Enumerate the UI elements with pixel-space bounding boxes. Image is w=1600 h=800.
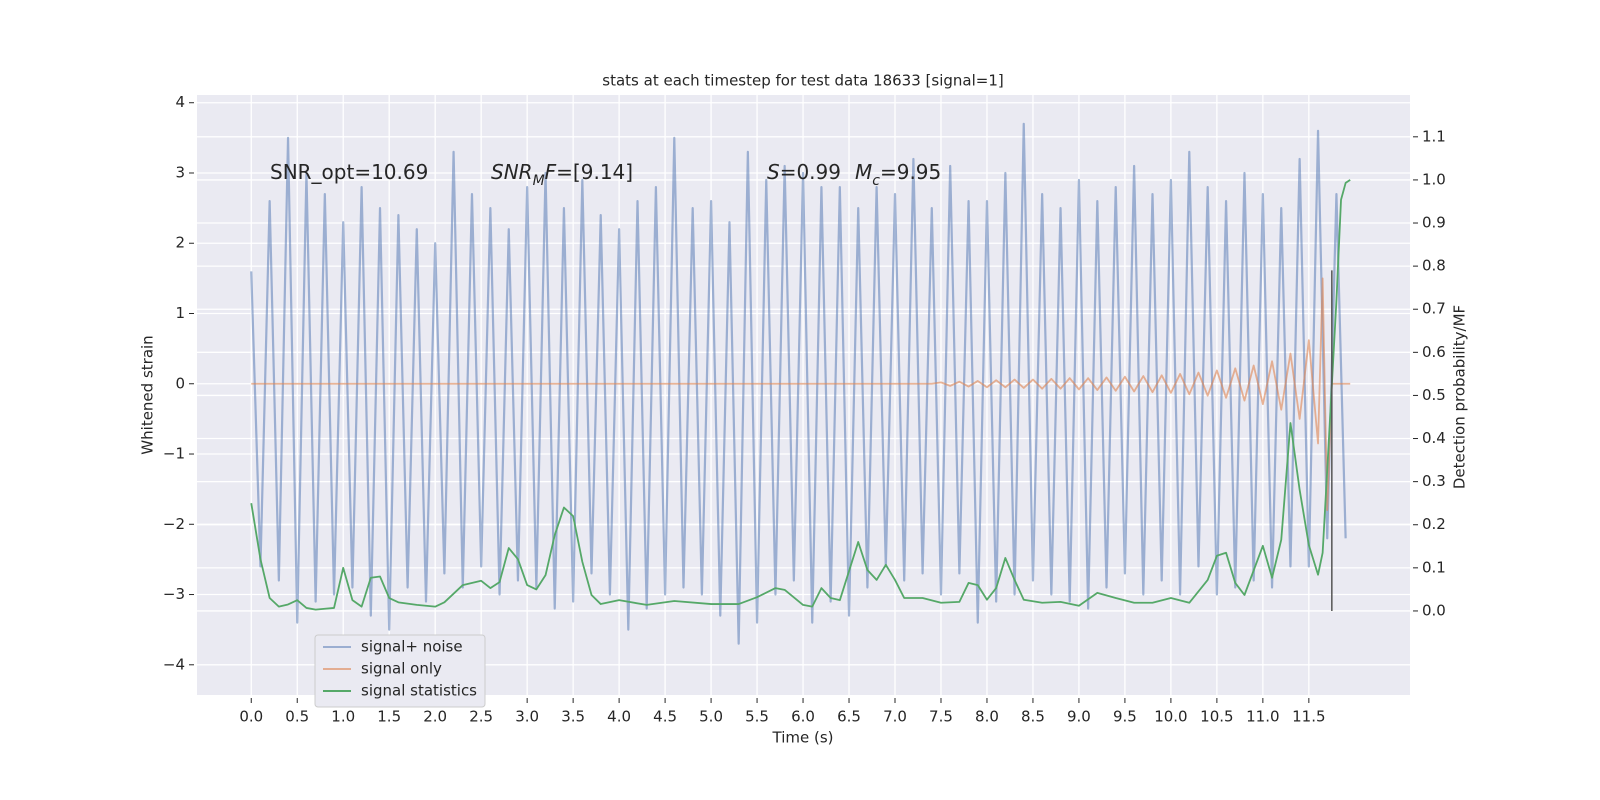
y2-tick-label: 0.3 [1422,472,1446,490]
x-tick-label: 8.0 [975,708,999,726]
x-tick-label: 4.5 [653,708,677,726]
y-axis-label: Whitened strain [139,335,157,454]
y-tick-label: 3 [175,163,185,181]
annotation: SNR_opt=10.69 [270,160,428,184]
x-tick-label: 3.5 [561,708,585,726]
x-tick-label: 9.5 [1113,708,1137,726]
y2-tick-label: 0.1 [1422,558,1446,576]
annotation: S=0.99 Mc=9.95 [767,160,941,190]
series-layer [250,122,1351,645]
y2-tick-label: 0.2 [1422,515,1446,533]
x-tick-label: 7.0 [883,708,907,726]
annotation-part: =0.99 [780,160,841,184]
y-tick-label: 4 [175,93,185,111]
x-tick-label: 2.5 [469,708,493,726]
x-tick-label: 11.5 [1292,708,1325,726]
legend-box [314,634,486,708]
annotation-part: c [872,173,880,189]
annotation-part: S [767,160,780,184]
y-tick-label: 2 [175,234,185,252]
y-tick-label: 1 [175,304,185,322]
x-tick-label: 10.5 [1200,708,1233,726]
y-tick-label: −3 [163,585,185,603]
x-axis-label: Time (s) [772,729,834,747]
x-tick-label: 5.5 [745,708,769,726]
x-tick-label: 0.0 [239,708,263,726]
y2-axis-label: Detection probability/MF [1451,305,1469,489]
legend-label: signal+ noise [361,638,463,656]
y-tick-label: −4 [163,655,185,673]
y2-tick-label: 0.4 [1422,429,1446,447]
x-tick-label: 0.5 [285,708,309,726]
y-tick-label: 0 [175,374,185,392]
x-tick-label: 10.0 [1154,708,1187,726]
annotation: SNRMF=[9.14] [491,160,633,190]
annotation-part: SNR [491,160,533,184]
x-tick-label: 2.0 [423,708,447,726]
x-tick-label: 5.0 [699,708,723,726]
x-tick-label: 8.5 [1021,708,1045,726]
legend-label: signal statistics [361,682,477,700]
x-tick-label: 11.0 [1246,708,1279,726]
series-line [250,179,1351,611]
x-tick-label: 1.5 [377,708,401,726]
x-tick-label: 1.0 [331,708,355,726]
annotation-part: F [545,160,557,184]
y2-tick-label: 0.7 [1422,300,1446,318]
y2-tick-label: 0.6 [1422,343,1446,361]
annotation-part: M [855,160,872,184]
x-tick-label: 6.0 [791,708,815,726]
chart-title: stats at each timestep for test data 186… [602,72,1003,90]
series-line [250,122,1347,645]
series-line [251,277,1351,512]
y2-tick-label: 0.5 [1422,386,1446,404]
grid [197,95,1410,695]
y2-tick-label: 0.9 [1422,214,1446,232]
y2-tick-label: 1.0 [1422,170,1446,188]
annotation-part: SNR_opt=10.69 [270,160,428,184]
y2-tick-label: 0.8 [1422,257,1446,275]
x-tick-label: 4.0 [607,708,631,726]
legend: signal+ noise signal only signal statistic… [314,634,486,708]
annotation-part: =[9.14] [556,160,633,184]
annotation-part: M [533,173,545,189]
annotations: SNR_opt=10.69 SNRMF=[9.14] S=0.99 Mc=9.95 [270,160,941,190]
x-tick-label: 7.5 [929,708,953,726]
axes: 0.0 0.5 1.0 1.5 2.0 2.5 3.0 3.5 4.0 4.5 5.0 5.5 6.0 6… [163,93,1446,725]
y-tick-label: −2 [163,515,185,533]
y-tick-label: −1 [163,445,185,463]
annotation-part: =9.95 [880,160,941,184]
x-tick-label: 6.5 [837,708,861,726]
legend-label: signal only [361,660,442,678]
y2-tick-label: 0.0 [1422,601,1446,619]
y2-tick-label: 1.1 [1422,127,1446,145]
x-tick-label: 9.0 [1067,708,1091,726]
x-tick-label: 3.0 [515,708,539,726]
